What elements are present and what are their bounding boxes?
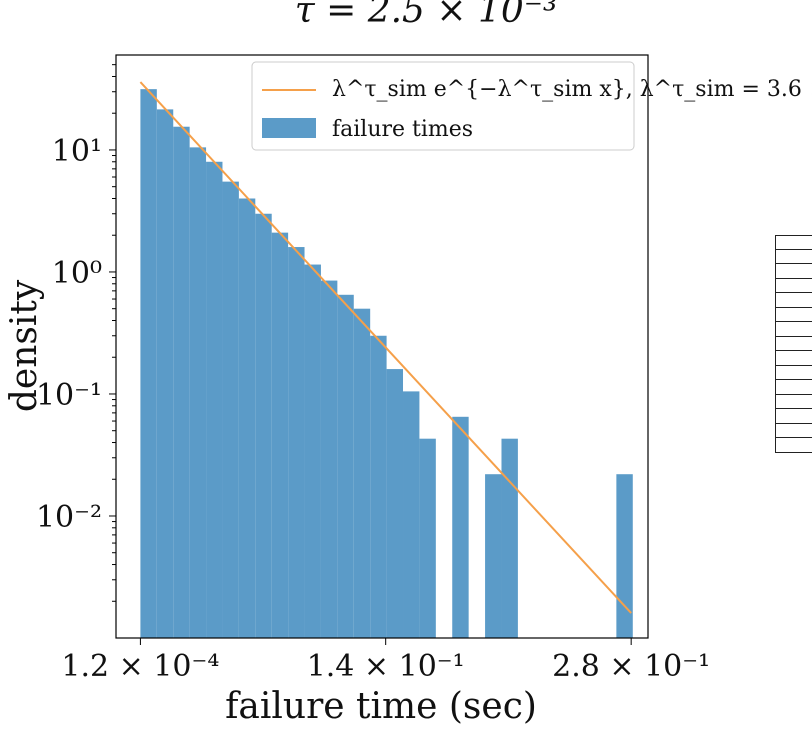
histogram-bar (386, 369, 404, 638)
histogram-bar (255, 213, 272, 638)
x-tick-label: 1.2 × 10⁻⁴ (61, 649, 219, 684)
chart-title: τ = 2.5 × 10⁻³ (295, 0, 558, 31)
histogram-bar (173, 126, 190, 638)
histogram-bar (222, 181, 239, 638)
histogram-bar (156, 109, 174, 639)
y-tick-label: 10⁻² (36, 500, 102, 535)
legend: λ^τ_sim e^{−λ^τ_sim x}, λ^τ_sim = 3.6 × … (251, 61, 812, 151)
x-axis-label: failure time (sec) (225, 686, 537, 727)
histogram-bar (452, 416, 469, 638)
y-tick-label: 10¹ (52, 134, 102, 169)
x-axis-ticks: 1.2 × 10⁻⁴ 1.4 × 10⁻¹ 2.8 × 10⁻¹ (61, 638, 710, 684)
y-axis-label: density (4, 279, 45, 412)
histogram-bar (140, 89, 157, 638)
histogram-bar (271, 232, 289, 638)
x-tick-label: 2.8 × 10⁻¹ (552, 649, 710, 684)
histogram-bars (140, 89, 633, 639)
legend-bar-swatch (262, 118, 316, 138)
side-table-fragment (775, 235, 812, 453)
histogram-bar (320, 280, 338, 638)
histogram-bar (353, 308, 371, 638)
legend-box (251, 61, 635, 151)
histogram-bar (616, 474, 633, 638)
histogram-bar (238, 198, 256, 638)
histogram-bar (501, 438, 518, 638)
histogram-bar (485, 474, 502, 638)
histogram-bar (370, 335, 387, 638)
y-axis-ticks: 10¹ 10⁰ 10⁻¹ 10⁻² (36, 64, 116, 602)
histogram-bar (419, 438, 436, 638)
histogram-bar (337, 294, 354, 638)
x-tick-label: 1.4 × 10⁻¹ (307, 649, 465, 684)
fit-line (139, 81, 632, 614)
y-tick-label: 10⁰ (52, 256, 102, 291)
histogram-bar (189, 147, 207, 638)
y-tick-label: 10⁻¹ (36, 378, 102, 413)
histogram-bar (304, 264, 321, 638)
plot-frame (115, 54, 649, 639)
histogram-bar (288, 247, 305, 638)
histogram-bar (206, 161, 223, 639)
histogram-bar (403, 391, 420, 638)
legend-bar-label: failure times (332, 117, 473, 142)
legend-line-label: λ^τ_sim e^{−λ^τ_sim x}, λ^τ_sim = 3.6 × … (332, 77, 812, 102)
